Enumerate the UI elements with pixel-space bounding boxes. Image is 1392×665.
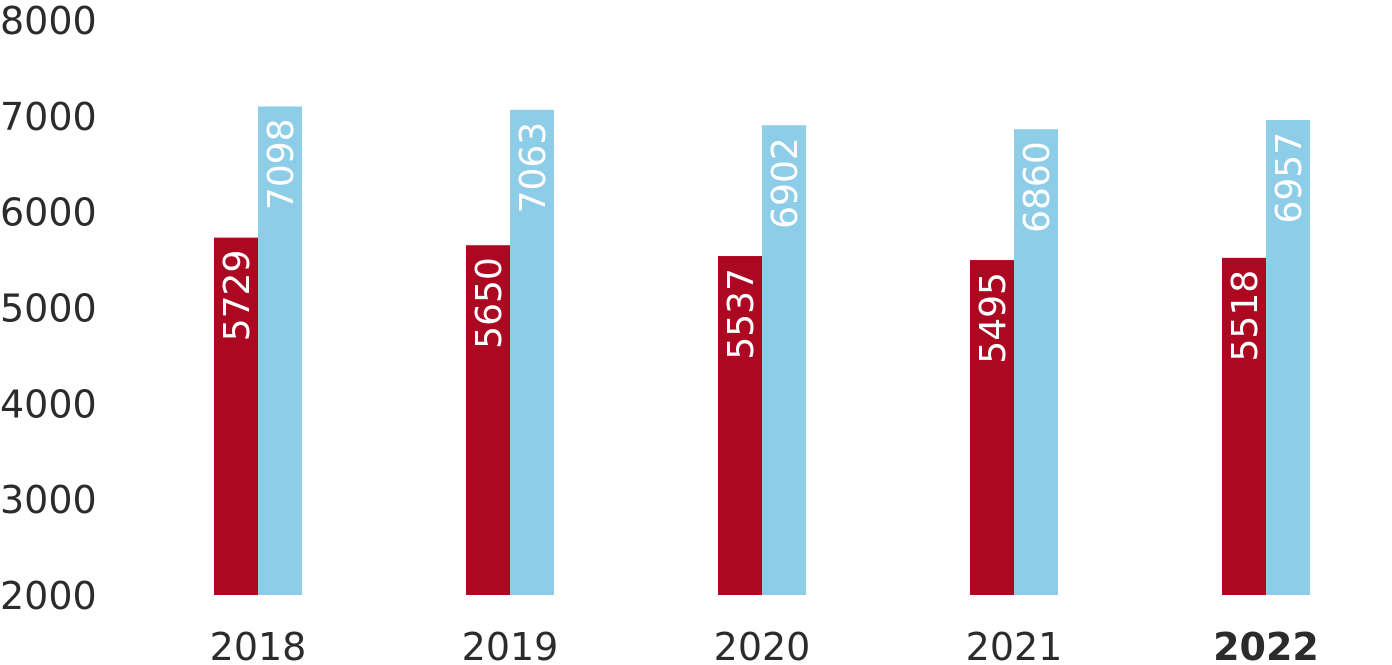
bar-2020-series-1 (718, 256, 762, 595)
x-category-label: 2019 (462, 625, 559, 665)
y-tick-label: 7000 (0, 95, 97, 139)
bar-2022-series-1 (1222, 257, 1266, 595)
bar-value-label: 7063 (513, 122, 554, 214)
bar-value-label: 7098 (261, 118, 302, 210)
x-axis: 2018 2019 2020 2021 2022 (210, 625, 1319, 665)
y-tick-label: 8000 (0, 0, 97, 43)
bar-value-label: 5537 (721, 268, 762, 360)
bar-2018-series-1 (214, 237, 258, 595)
bar-value-label: 6957 (1269, 132, 1310, 224)
x-category-label: 2020 (714, 625, 811, 665)
bar-value-label: 5650 (469, 257, 510, 349)
y-tick-label: 2000 (0, 574, 97, 618)
bar-2019-series-1 (466, 245, 510, 596)
bar-2021-series-2 (1014, 129, 1058, 595)
bar-2021-series-1 (970, 260, 1014, 595)
y-tick-label: 3000 (0, 478, 97, 522)
y-axis: 2000 3000 4000 5000 6000 7000 8000 (0, 0, 97, 618)
bar-value-label: 6902 (765, 137, 806, 229)
bar-2018-series-2 (258, 106, 302, 596)
bar-2022-series-2 (1266, 119, 1310, 596)
x-category-label: 2018 (210, 625, 307, 665)
bar-value-label: 6860 (1017, 141, 1058, 233)
y-tick-label: 5000 (0, 287, 97, 331)
y-tick-label: 4000 (0, 382, 97, 426)
x-category-label: 2021 (966, 625, 1063, 665)
y-tick-label: 6000 (0, 191, 97, 235)
bar-2019-series-2 (510, 109, 554, 595)
bar-value-label: 5518 (1225, 270, 1266, 362)
bar-value-label: 5495 (973, 272, 1014, 364)
bar-2020-series-2 (762, 125, 806, 595)
x-category-label: 2022 (1213, 625, 1319, 665)
bar-value-label: 5729 (217, 250, 258, 342)
